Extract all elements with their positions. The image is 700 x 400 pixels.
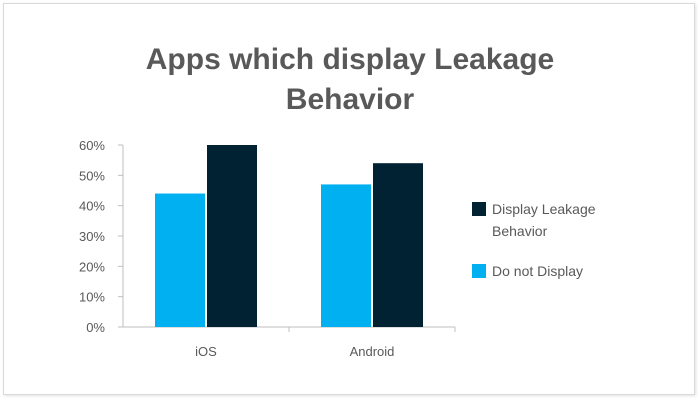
bar-ios-do-not-display <box>155 193 205 327</box>
y-tick-label: 60% <box>79 138 105 153</box>
y-tick-label: 40% <box>79 199 105 214</box>
bar-ios-display-leakage-behavior <box>207 145 257 327</box>
legend-item-display: Display Leakage Behavior <box>472 198 652 242</box>
y-tick-label: 10% <box>79 290 105 305</box>
y-tick-label: 30% <box>79 229 105 244</box>
chart-title-line-1: Apps which display Leakage <box>145 43 555 76</box>
chart-title-line-2: Behavior <box>285 83 415 116</box>
chart-title: Apps which display Leakage Behavior <box>0 40 700 120</box>
y-tick-label: 50% <box>79 168 105 183</box>
legend-item-do-not-display: Do not Display <box>472 260 652 282</box>
chart-legend: Display Leakage Behavior Do not Display <box>472 198 652 300</box>
legend-label-do-not-display: Do not Display <box>492 263 584 279</box>
y-tick-label: 20% <box>79 259 105 274</box>
legend-label-display: Display Leakage Behavior <box>492 201 596 239</box>
bar-android-do-not-display <box>321 184 371 327</box>
y-tick-label: 0% <box>86 320 105 335</box>
legend-swatch-display <box>472 202 486 216</box>
x-tick-label: iOS <box>195 344 217 359</box>
bar-android-display-leakage-behavior <box>373 163 423 327</box>
x-tick-label: Android <box>350 344 395 359</box>
legend-swatch-do-not-display <box>472 264 486 278</box>
